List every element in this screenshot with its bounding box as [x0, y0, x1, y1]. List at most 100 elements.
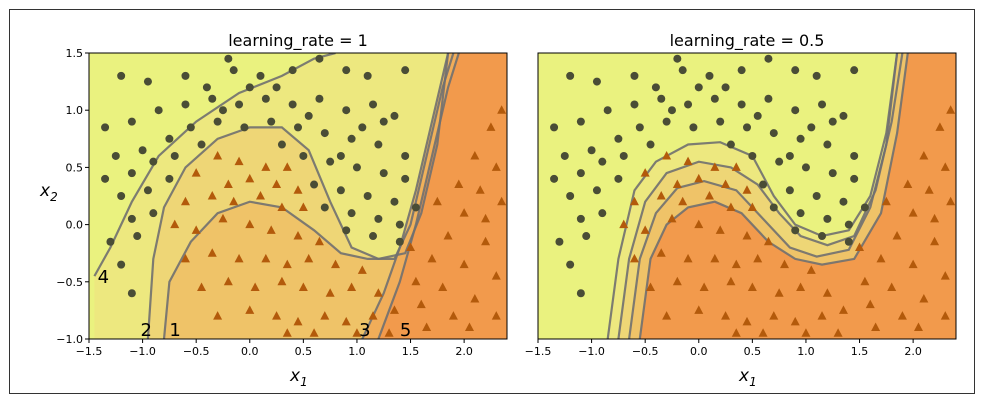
circle-point — [288, 100, 297, 109]
circle-point — [170, 151, 179, 160]
circle-point — [358, 123, 367, 132]
circle-point — [208, 94, 217, 103]
y-axis-label: x2 — [39, 181, 58, 204]
circle-point — [555, 237, 564, 246]
circle-point — [576, 169, 585, 178]
triangle-point — [726, 202, 736, 211]
circle-point — [379, 169, 388, 178]
triangle-point — [774, 288, 784, 297]
triangle-point — [491, 311, 501, 320]
triangle-point — [860, 276, 870, 286]
circle-point — [796, 209, 805, 218]
circle-point — [294, 123, 302, 132]
circle-point — [812, 192, 821, 200]
circle-point — [111, 151, 120, 160]
triangle-point — [245, 173, 255, 183]
triangle-point — [191, 225, 201, 234]
triangle-point — [320, 311, 330, 320]
circle-point — [149, 157, 158, 166]
triangle-point — [855, 242, 865, 251]
triangle-point — [272, 311, 282, 320]
triangle-point — [672, 179, 682, 189]
circle-point — [379, 117, 388, 126]
x-tick-label: 0.5 — [295, 345, 313, 358]
circle-point — [117, 260, 126, 269]
circle-point — [759, 180, 768, 189]
circle-point — [529, 232, 537, 240]
circle-point — [374, 214, 383, 223]
triangle-point — [389, 305, 399, 314]
boundary-label: 5 — [400, 320, 411, 341]
triangle-point — [245, 219, 255, 229]
triangle-point — [747, 282, 757, 292]
triangle-point — [331, 259, 341, 269]
triangle-point — [293, 185, 303, 194]
triangle-point — [223, 179, 233, 189]
triangle-point — [640, 225, 650, 234]
x-tick-label: −0.5 — [632, 345, 659, 358]
triangle-point — [742, 185, 752, 194]
circle-point — [566, 71, 575, 80]
circle-point — [165, 174, 174, 183]
subplot-title: learning_rate = 1 — [228, 31, 368, 51]
circle-point — [592, 186, 601, 195]
circle-point — [748, 151, 757, 160]
circle-point — [839, 111, 848, 120]
circle-point — [823, 140, 832, 149]
triangle-point — [213, 150, 223, 160]
circle-point — [737, 100, 746, 109]
circle-point — [411, 203, 420, 212]
x-tick-label: 2.0 — [904, 345, 922, 358]
circle-point — [775, 157, 784, 166]
circle-point — [716, 117, 725, 126]
triangle-point — [930, 236, 940, 246]
circle-point — [769, 129, 778, 138]
triangle-point — [662, 311, 672, 320]
x-tick-label: −1.0 — [129, 345, 156, 358]
x-tick-label: −1.5 — [76, 345, 103, 358]
triangle-point — [946, 105, 956, 114]
triangle-point — [919, 293, 929, 303]
circle-point — [336, 186, 345, 195]
triangle-point — [497, 105, 507, 114]
triangle-point — [908, 259, 918, 269]
triangle-point — [304, 253, 314, 263]
triangle-point — [234, 156, 244, 166]
triangle-point — [629, 253, 639, 263]
circle-point — [390, 111, 399, 120]
triangle-point — [731, 162, 741, 171]
x-tick-label: 1.0 — [797, 345, 815, 358]
x-tick-label: −0.5 — [183, 345, 210, 358]
circle-point — [684, 100, 693, 109]
triangle-point — [742, 231, 752, 240]
triangle-point — [170, 219, 180, 229]
triangle-point — [881, 196, 891, 206]
triangle-point — [180, 196, 190, 206]
triangle-point — [422, 322, 432, 332]
circle-point — [154, 106, 163, 115]
triangle-point — [694, 173, 704, 183]
circle-point — [839, 197, 848, 206]
circle-point — [812, 71, 821, 80]
triangle-point — [940, 162, 950, 171]
x-tick-label: −1.5 — [525, 345, 552, 358]
circle-point — [299, 151, 308, 160]
y-tick-label: 1.5 — [66, 47, 84, 60]
circle-point — [218, 106, 227, 115]
circle-point — [342, 66, 351, 75]
triangle-point — [250, 282, 260, 292]
circle-point — [138, 146, 147, 155]
triangle-point — [726, 276, 736, 286]
triangle-point — [325, 288, 335, 297]
triangle-point — [459, 259, 469, 269]
circle-point — [117, 192, 126, 200]
triangle-point — [277, 276, 287, 286]
circle-point — [850, 66, 859, 75]
circle-point — [401, 151, 410, 160]
triangle-point — [427, 253, 437, 263]
triangle-point — [464, 322, 474, 332]
region-fill-right — [378, 53, 507, 339]
boundary-label: 4 — [98, 267, 109, 288]
circle-point — [133, 232, 142, 241]
circle-point — [80, 232, 88, 240]
